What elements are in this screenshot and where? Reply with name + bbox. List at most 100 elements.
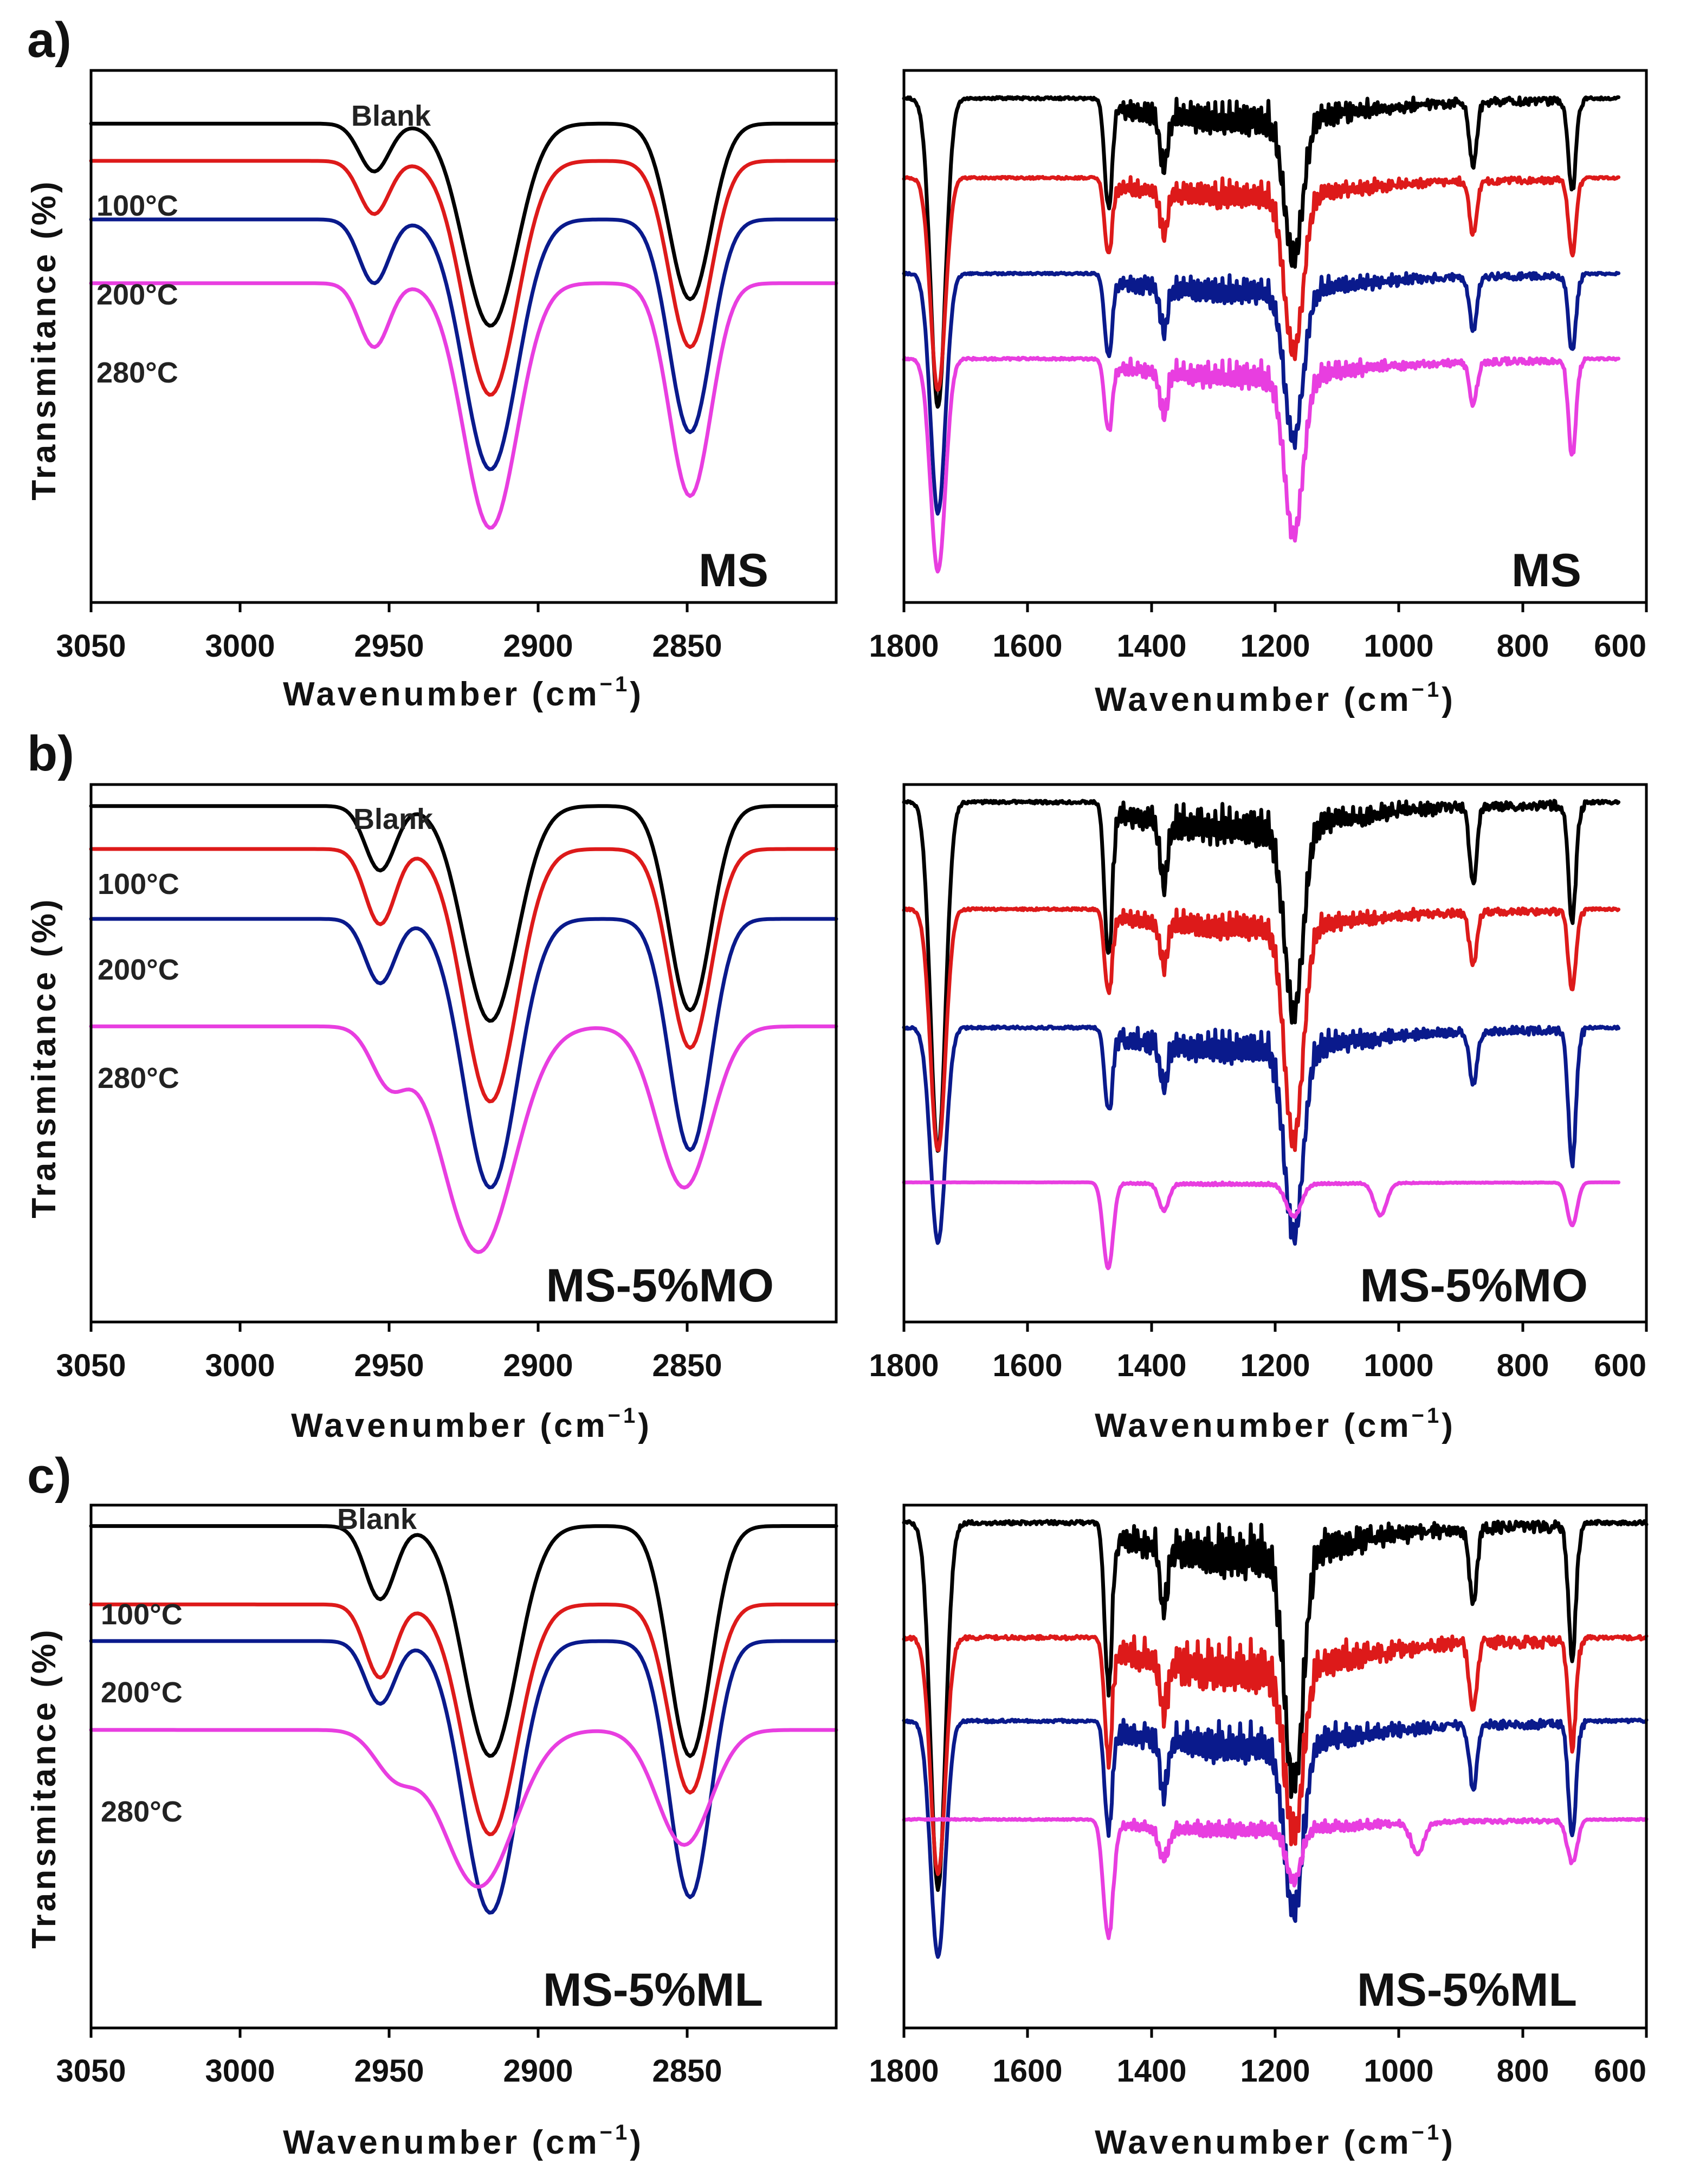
plot-frame-a-left bbox=[89, 69, 838, 604]
x-tick-label-b-right: 1400 bbox=[1116, 1348, 1186, 1383]
spectrum-c-right-200c bbox=[902, 1718, 1649, 1959]
spectrum-b-right-280c bbox=[902, 1180, 1621, 1271]
x-tick-label-b-right: 1800 bbox=[869, 1348, 939, 1383]
x-tick-label-c-left: 2850 bbox=[652, 2053, 722, 2089]
x-tick-label-c-right: 1600 bbox=[992, 2053, 1062, 2089]
x-ticks-c-left bbox=[89, 2028, 689, 2038]
spectrum-a-right-200c bbox=[902, 270, 1621, 516]
series-label-280c: 280°C bbox=[101, 1796, 183, 1828]
x-tick-label-c-left: 3000 bbox=[205, 2053, 275, 2089]
x-tick-label-c-right: 800 bbox=[1497, 2053, 1549, 2089]
plot-frame-b-left bbox=[89, 783, 838, 1324]
spectrum-c-right-100c bbox=[902, 1634, 1649, 1876]
x-tick-label-a-left: 2850 bbox=[652, 628, 722, 664]
x-tick-label-c-left: 2950 bbox=[354, 2053, 424, 2089]
x-tick-label-a-right: 1200 bbox=[1240, 628, 1310, 664]
chart-c-left: Transmitance (%) 3050 3000 2950 2900 285… bbox=[25, 1503, 838, 2161]
spectrum-b-left-280c bbox=[89, 1024, 838, 1254]
x-tick-label-b-right: 1000 bbox=[1363, 1348, 1433, 1383]
x-ticks-c-right bbox=[902, 2028, 1648, 2038]
x-tick-label-a-right: 800 bbox=[1497, 628, 1549, 664]
x-tick-label-b-left: 2850 bbox=[652, 1348, 722, 1383]
spectrum-b-left-100c bbox=[89, 847, 838, 1104]
x-tick-label-a-right: 1600 bbox=[992, 628, 1062, 664]
x-tick-label-b-right: 600 bbox=[1594, 1348, 1646, 1383]
spectrum-b-left-blank bbox=[89, 804, 838, 1023]
series-label-100c: 100°C bbox=[98, 868, 179, 900]
series-label-200c: 200°C bbox=[101, 1676, 183, 1709]
spectrum-c-right-blank bbox=[902, 1519, 1649, 1892]
x-tick-label-a-left: 2900 bbox=[503, 628, 573, 664]
x-tick-label-c-left: 2900 bbox=[503, 2053, 573, 2089]
x-tick-label-b-left: 2950 bbox=[354, 1348, 424, 1383]
chart-c-right: 1800 1600 1400 1200 1000 800 600 Wavenum… bbox=[869, 1503, 1649, 2161]
x-tick-label-b-right: 800 bbox=[1497, 1348, 1549, 1383]
series-group-b-right bbox=[902, 799, 1621, 1271]
spectrum-c-left-blank bbox=[89, 1524, 838, 1758]
x-tick-label-a-right: 1000 bbox=[1363, 628, 1433, 664]
x-tick-label-a-left: 2950 bbox=[354, 628, 424, 664]
series-group-b-left bbox=[89, 804, 838, 1254]
spectrum-a-left-200c bbox=[89, 217, 838, 471]
x-ticks-a-left bbox=[89, 602, 689, 612]
spectrum-b-right-100c bbox=[902, 906, 1621, 1152]
x-tick-label-a-left: 3000 bbox=[205, 628, 275, 664]
panel-letter-b: b) bbox=[27, 726, 74, 781]
series-group-a-right bbox=[902, 95, 1621, 574]
panel-letter-a: a) bbox=[27, 12, 72, 68]
x-tick-label-a-right: 1800 bbox=[869, 628, 939, 664]
sample-label-c-right: MS-5%ML bbox=[1357, 1964, 1577, 2016]
sample-label-b-left: MS-5%MO bbox=[546, 1260, 774, 1312]
chart-b-left: Transmitance (%) 3050 3000 2950 2900 285… bbox=[25, 783, 838, 1444]
series-label-blank: Blank bbox=[351, 100, 431, 132]
x-axis-title-a-right: Wavenumber (cm−1) bbox=[1095, 678, 1456, 718]
x-tick-label-c-left: 3050 bbox=[56, 2053, 126, 2089]
x-tick-label-b-left: 3050 bbox=[56, 1348, 126, 1383]
sample-label-a-left: MS bbox=[699, 545, 768, 597]
x-axis-title-c-left: Wavenumber (cm−1) bbox=[283, 2121, 644, 2161]
x-tick-label-c-right: 1800 bbox=[869, 2053, 939, 2089]
spectrum-b-right-blank bbox=[902, 799, 1621, 1153]
x-tick-label-b-right: 1600 bbox=[992, 1348, 1062, 1383]
spectrum-b-left-200c bbox=[89, 917, 838, 1190]
x-tick-label-c-right: 1200 bbox=[1240, 2053, 1310, 2089]
x-axis-title-b-right: Wavenumber (cm−1) bbox=[1095, 1404, 1456, 1444]
x-ticks-b-right bbox=[902, 1322, 1648, 1332]
y-axis-title-b: Transmitance (%) bbox=[25, 897, 63, 1218]
y-axis-title-a: Transmitance (%) bbox=[25, 179, 63, 500]
series-group-c-right bbox=[902, 1519, 1649, 1959]
x-ticks-b-left bbox=[89, 1322, 689, 1332]
x-tick-label-a-left: 3050 bbox=[56, 628, 126, 664]
series-label-blank: Blank bbox=[353, 803, 434, 835]
x-tick-label-c-right: 1000 bbox=[1363, 2053, 1433, 2089]
spectrum-a-left-100c bbox=[89, 159, 838, 397]
sample-label-a-right: MS bbox=[1511, 545, 1581, 597]
chart-a-right: 1800 1600 1400 1200 1000 800 600 Wavenum… bbox=[869, 69, 1648, 718]
spectrum-a-right-blank bbox=[902, 95, 1621, 409]
chart-b-right: 1800 1600 1400 1200 1000 800 600 Wavenum… bbox=[869, 783, 1648, 1444]
spectrum-b-right-200c bbox=[902, 1024, 1621, 1246]
series-label-200c: 200°C bbox=[98, 954, 179, 986]
series-label-blank: Blank bbox=[337, 1503, 417, 1535]
y-axis-title-c: Transmitance (%) bbox=[25, 1627, 63, 1948]
series-label-100c: 100°C bbox=[101, 1598, 183, 1631]
spectrum-c-left-200c bbox=[89, 1639, 838, 1915]
series-label-280c: 280°C bbox=[96, 357, 178, 389]
x-tick-label-b-right: 1200 bbox=[1240, 1348, 1310, 1383]
spectrum-a-right-100c bbox=[902, 174, 1621, 392]
spectrum-a-left-blank bbox=[89, 121, 838, 328]
spectrum-c-left-100c bbox=[89, 1602, 838, 1837]
spectrum-a-left-280c bbox=[89, 281, 838, 530]
x-axis-title-c-right: Wavenumber (cm−1) bbox=[1095, 2121, 1456, 2161]
x-tick-label-c-right: 1400 bbox=[1116, 2053, 1186, 2089]
x-tick-label-a-right: 600 bbox=[1594, 628, 1646, 664]
spectrum-a-right-280c bbox=[902, 355, 1621, 574]
x-tick-label-c-right: 600 bbox=[1594, 2053, 1646, 2089]
panel-letter-c: c) bbox=[27, 1448, 72, 1503]
sample-label-c-left: MS-5%ML bbox=[543, 1964, 763, 2016]
x-ticks-a-right bbox=[902, 602, 1648, 612]
x-axis-title-a-left: Wavenumber (cm−1) bbox=[283, 672, 644, 713]
series-label-280c: 280°C bbox=[98, 1062, 179, 1094]
